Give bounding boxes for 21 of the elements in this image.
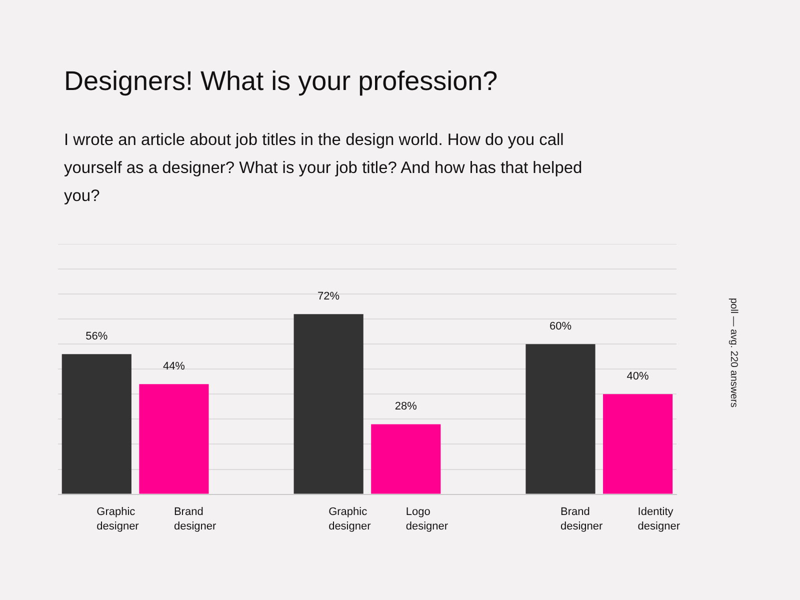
data-label: 44% — [162, 360, 186, 373]
x-tick-label: Logo designer — [406, 506, 448, 533]
bar — [139, 384, 209, 494]
bar — [62, 354, 132, 494]
x-tick-label: Graphic designer — [328, 506, 372, 533]
x-tick-label: Graphic designer — [96, 506, 140, 533]
x-tick-label: Brand designer — [560, 506, 604, 533]
chart-subtitle: I wrote an article about job titles in the design world. How do you call yourself as a designer? What is your job title? And how has that helped you? — [64, 130, 584, 207]
bar — [294, 314, 364, 494]
bar — [603, 394, 673, 494]
x-tick-label: Identity designer — [638, 506, 680, 533]
bar — [371, 424, 441, 494]
data-label: 72% — [318, 290, 340, 303]
bar — [526, 344, 596, 494]
chart-title: Designers! What is your profession? — [64, 66, 498, 97]
x-tick-label: Brand designer — [174, 506, 216, 533]
data-label: 40% — [626, 370, 650, 383]
data-label: 60% — [549, 320, 572, 333]
data-label: 56% — [86, 330, 108, 343]
data-label: 28% — [394, 400, 418, 413]
text: poll — avg. 220 answers — [728, 298, 739, 408]
